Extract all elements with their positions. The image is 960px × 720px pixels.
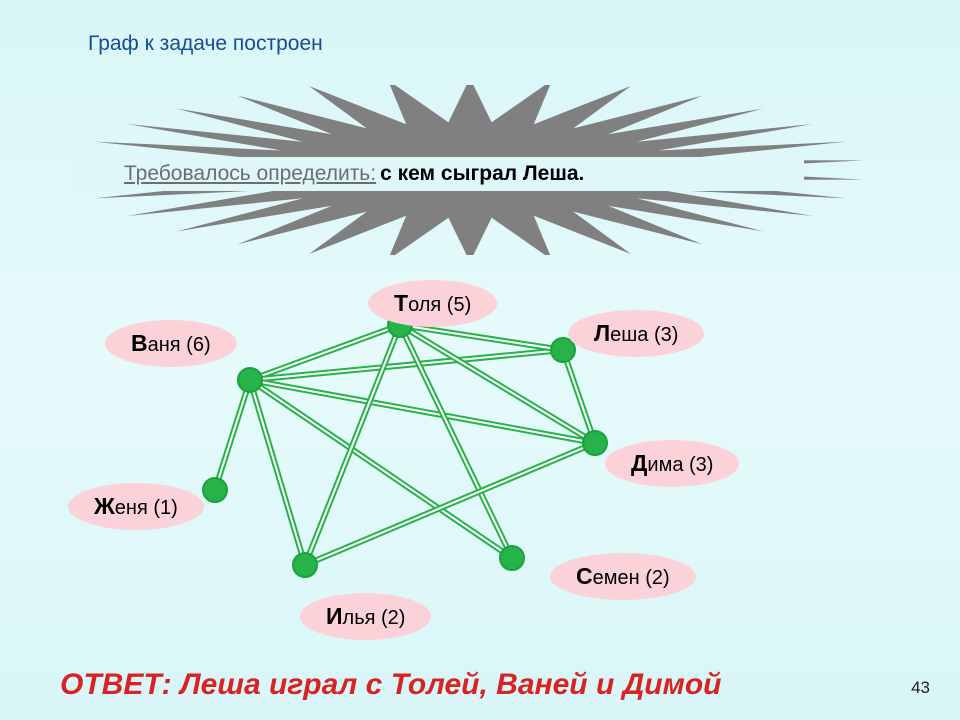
- node-label-ilya: Илья (2): [300, 593, 431, 640]
- node-label-rest: има (3): [647, 454, 713, 476]
- graph-area: Ваня (6) Толя (5) Леша (3) Дима (3) Семен (2…: [0, 265, 960, 635]
- node-label-cap: Л: [594, 320, 610, 346]
- node-label-cap: И: [326, 603, 343, 629]
- question-banner: Требовалось определить: с кем сыграл Леш…: [74, 157, 804, 191]
- node-label-rest: еша (3): [610, 324, 678, 346]
- graph-node-dima: [583, 431, 607, 455]
- page-number: 43: [911, 678, 930, 698]
- node-label-cap: В: [131, 330, 148, 356]
- node-label-zhenya: Женя (1): [68, 483, 204, 530]
- answer-text: ОТВЕТ: Леша играл с Толей, Ваней и Димой: [60, 668, 721, 702]
- graph-node-ilya: [293, 553, 317, 577]
- question-prefix: Требовалось определить:: [124, 162, 376, 186]
- question-main: с кем сыграл Леша.: [380, 162, 584, 186]
- graph-edge-highlight: [215, 380, 250, 490]
- graph-node-zhenya: [203, 478, 227, 502]
- graph-node-semen: [500, 546, 524, 570]
- node-label-semen: Семен (2): [550, 553, 696, 600]
- graph-node-vanya: [238, 368, 262, 392]
- graph-svg: [0, 265, 960, 635]
- node-label-rest: еня (1): [115, 497, 178, 519]
- node-label-cap: Ж: [94, 493, 115, 519]
- node-label-rest: лья (2): [343, 607, 406, 629]
- graph-edge-highlight: [250, 380, 305, 565]
- node-label-rest: емен (2): [593, 567, 670, 589]
- node-label-cap: Т: [394, 290, 408, 316]
- node-label-lesha: Леша (3): [568, 310, 704, 357]
- node-label-rest: аня (6): [148, 334, 211, 356]
- node-label-cap: С: [576, 563, 593, 589]
- node-label-cap: Д: [631, 450, 647, 476]
- slide-title: Граф к задаче построен: [88, 32, 323, 56]
- node-label-dima: Дима (3): [605, 440, 739, 487]
- node-label-vanya: Ваня (6): [105, 320, 237, 367]
- node-label-tolya: Толя (5): [368, 280, 497, 327]
- node-label-rest: оля (5): [408, 294, 471, 316]
